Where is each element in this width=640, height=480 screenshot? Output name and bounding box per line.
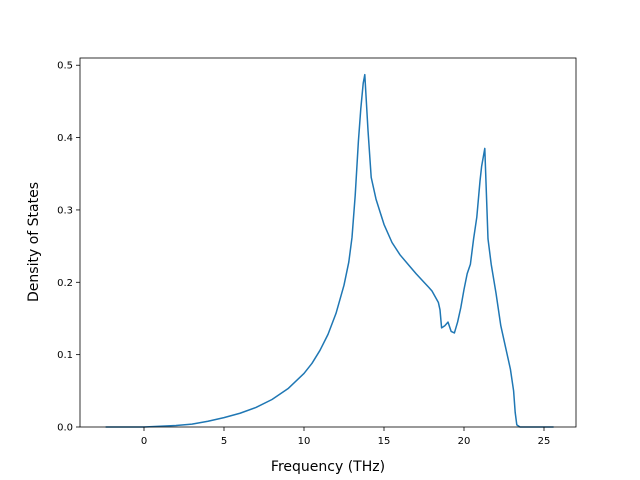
x-tick-label: 0 bbox=[141, 436, 147, 447]
y-tick-label: 0.3 bbox=[57, 205, 73, 216]
plot-frame bbox=[79, 57, 577, 428]
y-tick-label: 0.4 bbox=[57, 133, 73, 144]
series-layer bbox=[105, 73, 554, 428]
y-tick-label: 0.1 bbox=[57, 350, 73, 361]
x-tick-label: 20 bbox=[458, 436, 471, 447]
y-axis-label: Density of States bbox=[26, 182, 42, 302]
x-tick-label: 10 bbox=[298, 436, 311, 447]
x-tick-label: 25 bbox=[538, 436, 551, 447]
tick-layer: 0 5 10 15 20 25 0.0 0.1 0.2 0.3 0.4 0.5 bbox=[57, 61, 550, 447]
y-tick-label: 0.0 bbox=[57, 423, 73, 434]
x-axis-label: Frequency (THz) bbox=[271, 459, 385, 475]
dos-series-line bbox=[105, 73, 554, 428]
y-tick-label: 0.2 bbox=[57, 278, 73, 289]
plot-area bbox=[80, 58, 576, 427]
x-tick-label: 15 bbox=[378, 436, 391, 447]
x-tick-label: 5 bbox=[221, 436, 227, 447]
y-tick-label: 0.5 bbox=[57, 61, 73, 72]
